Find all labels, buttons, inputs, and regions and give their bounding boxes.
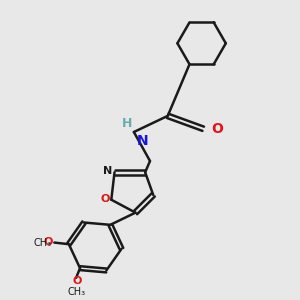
Text: N: N	[103, 166, 112, 176]
Text: O: O	[211, 122, 223, 136]
Text: H: H	[122, 117, 132, 130]
Text: CH₃: CH₃	[33, 238, 51, 248]
Text: O: O	[72, 276, 82, 286]
Text: O: O	[100, 194, 110, 204]
Text: N: N	[136, 134, 148, 148]
Text: O: O	[43, 237, 53, 247]
Text: CH₃: CH₃	[68, 287, 86, 297]
